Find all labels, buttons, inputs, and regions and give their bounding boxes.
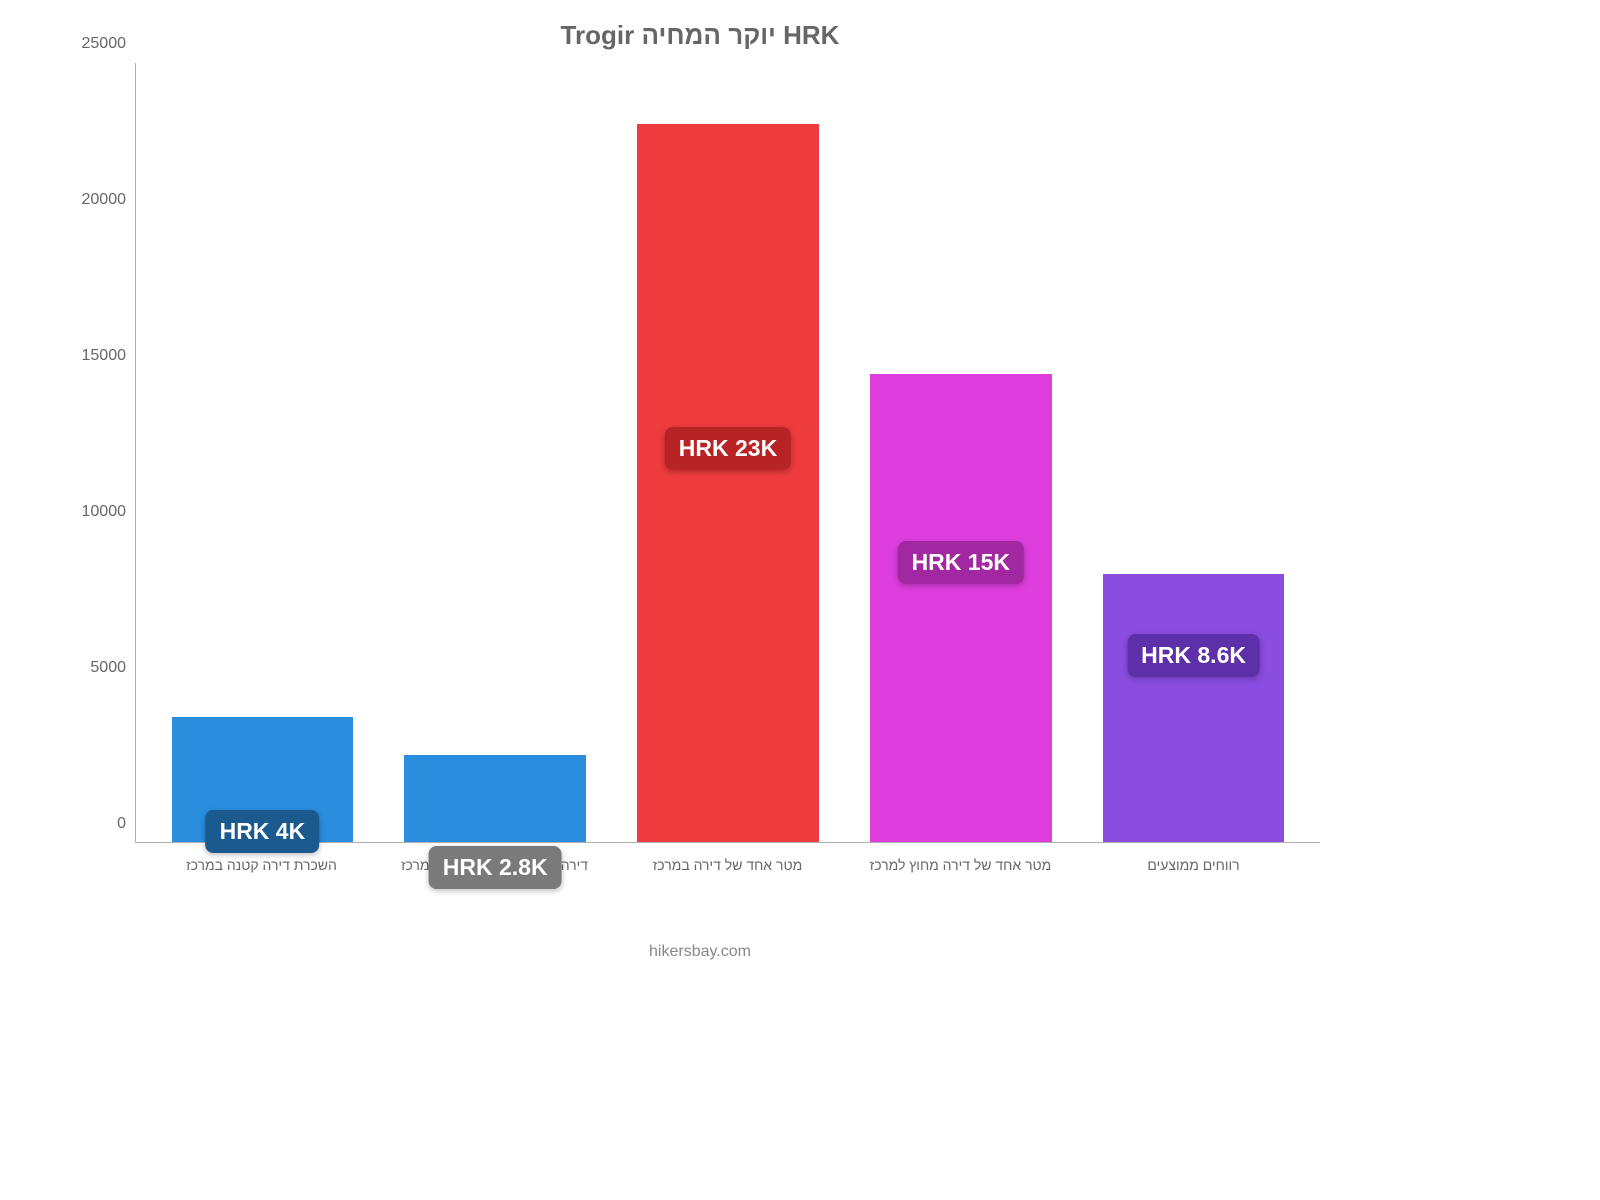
bars-group: HRK 4K HRK 2.8K HRK 23K HRK 15K HRK 8.6K [136,63,1320,842]
bar-value-label: HRK 8.6K [1127,634,1260,677]
y-tick: 25000 [61,35,126,53]
x-axis-label: מטר אחד של דירה מחוץ למרכז [844,857,1077,873]
bar: HRK 23K [637,124,819,842]
footer-attribution: hikersbay.com [60,943,1340,961]
bar: HRK 2.8K [404,755,586,842]
y-tick: 0 [61,815,126,833]
bar-slot: HRK 8.6K [1077,574,1310,842]
bar-slot: HRK 2.8K [379,755,612,842]
x-axis-label: מטר אחד של דירה במרכז [611,857,844,873]
x-axis-labels: השכרת דירה קטנה במרכזדירה קטנה השכרות מח… [135,857,1320,873]
x-axis-label: השכרת דירה קטנה במרכז [145,857,378,873]
chart-title: Trogir יוקר המחיה HRK [60,20,1340,51]
bar-value-label: HRK 23K [665,427,791,470]
y-tick: 15000 [61,347,126,365]
bar-slot: HRK 23K [612,124,845,842]
bar-value-label: HRK 4K [206,810,320,853]
bar-slot: HRK 15K [844,374,1077,842]
bar-slot: HRK 4K [146,717,379,842]
x-axis-label: רווחים ממוצעים [1077,857,1310,873]
bar: HRK 15K [870,374,1052,842]
y-tick: 5000 [61,659,126,677]
chart-container: Trogir יוקר המחיה HRK 0 5000 10000 15000 200… [60,20,1340,980]
bar-value-label: HRK 2.8K [429,846,562,889]
bar-value-label: HRK 15K [898,541,1024,584]
plot-area: 0500010000150002000025000 HRK 4KHRK 2.8K… [135,63,1320,843]
bar: HRK 4K [172,717,354,842]
y-tick: 20000 [61,191,126,209]
bar: HRK 8.6K [1103,574,1285,842]
y-tick: 10000 [61,503,126,521]
